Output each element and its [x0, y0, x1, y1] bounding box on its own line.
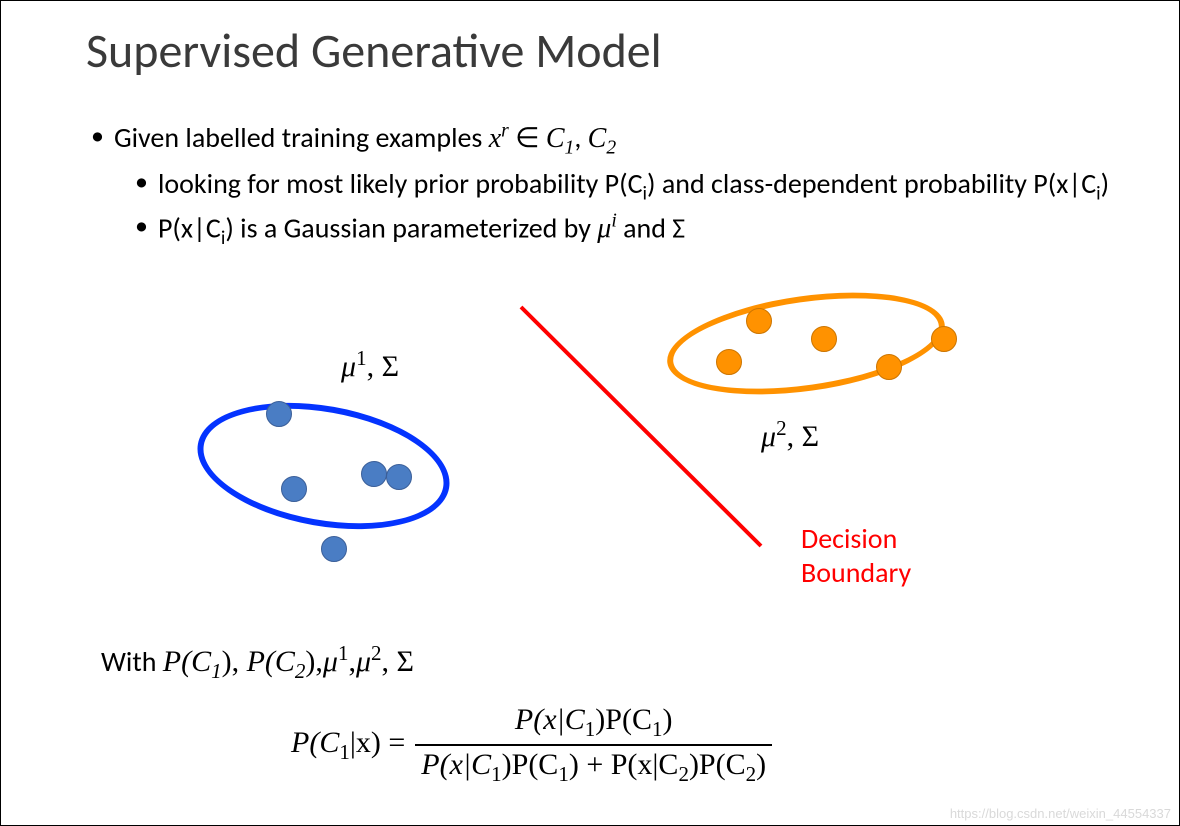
- bullet-dot: •: [135, 210, 148, 241]
- data-point-orange: [811, 326, 837, 352]
- data-point-orange: [746, 308, 772, 334]
- bullet-text-2a: looking for most likely prior probabilit…: [158, 166, 1109, 206]
- data-point-orange: [716, 349, 742, 375]
- bullet-list: • Given labelled training examples xr ∈ …: [1, 80, 1179, 250]
- data-point-orange: [876, 354, 902, 380]
- bullet-item-2a: • looking for most likely prior probabil…: [135, 166, 1119, 206]
- watermark: https://blog.csdn.net/weixin_44554337: [950, 806, 1171, 821]
- bullet-item-1: • Given labelled training examples xr ∈ …: [91, 120, 1119, 160]
- bullet-dot: •: [135, 166, 148, 197]
- with-text: With P(C1), P(C2),μ1,μ2, Σ: [101, 641, 414, 684]
- bullet-item-2b: • P(x|Ci) is a Gaussian parameterized by…: [135, 210, 1119, 250]
- diagram-area: μ1, Σ μ2, Σ Decision Boundary: [1, 301, 1180, 631]
- decision-line-svg: [1, 301, 1180, 631]
- data-point-blue: [386, 464, 412, 490]
- data-point-orange: [931, 326, 957, 352]
- bullet-text-2b: P(x|Ci) is a Gaussian parameterized by μ…: [158, 210, 685, 250]
- slide-title: Supervised Generative Model: [1, 1, 1179, 80]
- bullet-text-1: Given labelled training examples xr ∈ C1…: [114, 120, 616, 160]
- data-point-blue: [281, 476, 307, 502]
- cluster-label-2: μ2, Σ: [761, 416, 819, 454]
- cluster-label-1: μ1, Σ: [341, 346, 399, 384]
- bullet-dot: •: [91, 120, 104, 151]
- data-point-blue: [266, 401, 292, 427]
- bayes-formula: P(C1|x) = P(x|C1)P(C1) P(x|C1)P(C1) + P(…: [291, 701, 772, 789]
- data-point-blue: [321, 536, 347, 562]
- data-point-blue: [361, 461, 387, 487]
